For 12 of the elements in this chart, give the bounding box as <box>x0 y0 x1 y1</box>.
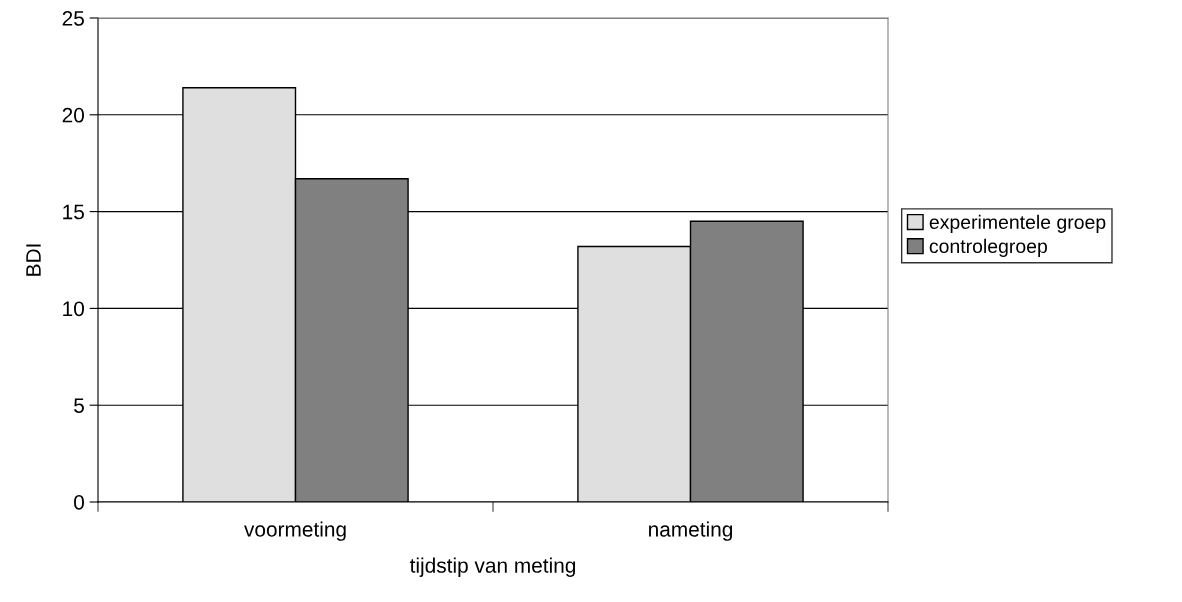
x-tick-label: voormeting <box>244 521 346 541</box>
y-tick-label: 5 <box>74 398 84 413</box>
y-tick-label: 20 <box>62 107 84 123</box>
legend-label: controlegroep <box>929 238 1047 257</box>
x-tick-label: nameting <box>649 521 733 541</box>
y-tick-label: 10 <box>63 301 84 317</box>
legend-label: experimentele groep <box>929 214 1106 233</box>
y-tick-label: 0 <box>74 495 84 510</box>
y-tick-label: 15 <box>63 204 84 220</box>
y-tick-label: 25 <box>62 11 84 26</box>
x-axis-title: tijdstip van meting <box>409 557 576 577</box>
y-axis-title: BDI <box>26 244 41 276</box>
